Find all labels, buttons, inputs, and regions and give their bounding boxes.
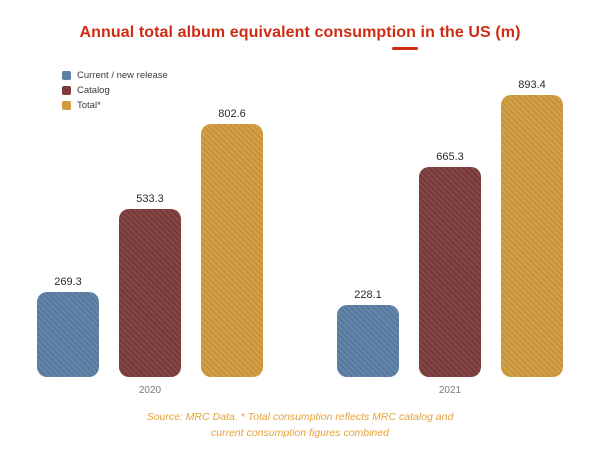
bar-chart: Current / new release Catalog Total* 269.3… <box>0 56 600 396</box>
chart-title: Annual total album equivalent consumptio… <box>79 24 521 41</box>
legend-swatch-current-new-release <box>62 71 71 80</box>
bar-value-label: 893.4 <box>518 79 546 91</box>
legend-item-current-new-release: Current / new release <box>62 70 168 81</box>
legend-swatch-total <box>62 101 71 110</box>
bar-value-label: 533.3 <box>136 193 164 205</box>
bar-current-new-release-2021 <box>337 305 399 377</box>
bar-item-current-new-release-2021: 228.1 <box>337 289 399 377</box>
legend-item-total: Total* <box>62 100 168 111</box>
bar-catalog-2021 <box>419 167 481 377</box>
title-accent-mark <box>392 47 418 50</box>
legend-label: Total* <box>77 100 101 111</box>
x-axis-label-2020: 2020 <box>138 385 162 396</box>
legend-label: Catalog <box>77 85 110 96</box>
bar-item-catalog-2021: 665.3 <box>419 151 481 377</box>
legend-label: Current / new release <box>77 70 168 81</box>
bar-item-catalog-2020: 533.3 <box>119 193 181 377</box>
bar-row-2021: 228.1 665.3 893.4 <box>337 79 563 377</box>
legend-swatch-catalog <box>62 86 71 95</box>
bar-value-label: 802.6 <box>218 108 246 120</box>
x-axis-label-2021: 2021 <box>438 385 462 396</box>
bar-total-2021 <box>501 95 563 377</box>
bar-value-label: 228.1 <box>354 289 382 301</box>
bar-group-2020: 269.3 533.3 802.6 2020 <box>37 108 263 396</box>
bar-item-total-2021: 893.4 <box>501 79 563 377</box>
bar-total-2020 <box>201 124 263 377</box>
bar-row-2020: 269.3 533.3 802.6 <box>37 108 263 377</box>
source-note: Source: MRC Data. * Total consumption re… <box>146 411 454 439</box>
bar-item-current-new-release-2020: 269.3 <box>37 276 99 377</box>
chart-legend: Current / new release Catalog Total* <box>62 70 168 111</box>
legend-item-catalog: Catalog <box>62 85 168 96</box>
bar-item-total-2020: 802.6 <box>201 108 263 377</box>
bar-catalog-2020 <box>119 209 181 377</box>
plot-area: 269.3 533.3 802.6 2020 228.1 665.3 893.4 2021 <box>0 79 600 396</box>
bar-value-label: 269.3 <box>54 276 82 288</box>
bar-value-label: 665.3 <box>436 151 464 163</box>
bar-current-new-release-2020 <box>37 292 99 377</box>
bar-group-2021: 228.1 665.3 893.4 2021 <box>337 79 563 396</box>
